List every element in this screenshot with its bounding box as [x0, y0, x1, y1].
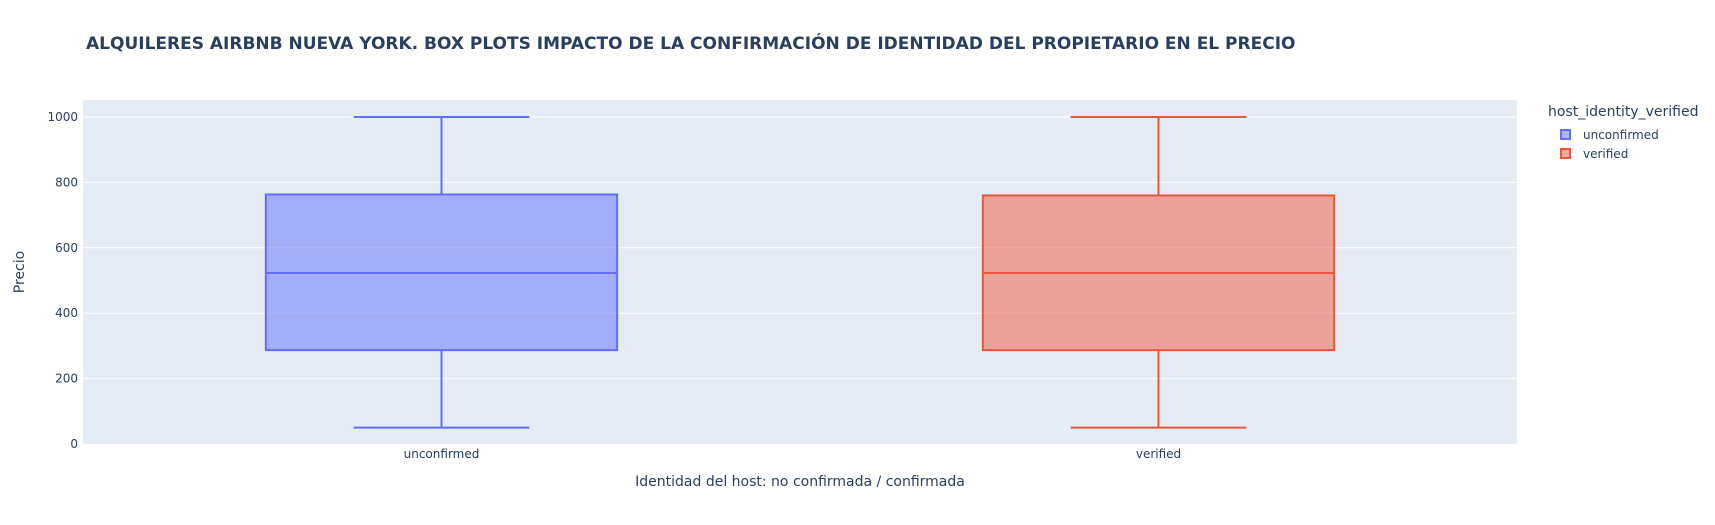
x-axis-title: Identidad del host: no confirmada / conf…	[635, 474, 965, 490]
y-axis-title: Precio	[12, 251, 28, 293]
legend: host_identity_verified unconfirmed verif…	[1548, 104, 1699, 163]
box-unconfirmed	[264, 116, 619, 429]
y-tick-labels: 0 200 400 600 800 1000	[47, 110, 78, 451]
y-tick-label-800: 800	[55, 175, 78, 189]
y-tick-label-200: 200	[55, 372, 78, 386]
box-layer	[264, 116, 1336, 429]
x-tick-label-unconfirmed: unconfirmed	[404, 447, 480, 461]
box-verified	[981, 116, 1336, 429]
legend-swatch-verified	[1560, 148, 1571, 159]
x-tick-labels: unconfirmed verified	[404, 447, 1182, 461]
y-tick-label-0: 0	[70, 437, 78, 451]
legend-label-verified: verified	[1583, 146, 1629, 161]
legend-item-verified[interactable]: verified	[1548, 144, 1699, 163]
y-tick-label-1000: 1000	[47, 110, 78, 124]
y-tick-label-400: 400	[55, 306, 78, 320]
y-tick-label-600: 600	[55, 241, 78, 255]
legend-title: host_identity_verified	[1548, 104, 1699, 120]
x-tick-label-verified: verified	[1136, 447, 1181, 461]
legend-label-unconfirmed: unconfirmed	[1583, 127, 1659, 142]
legend-swatch-unconfirmed	[1560, 129, 1571, 140]
chart-title: ALQUILERES AIRBNB NUEVA YORK. BOX PLOTS …	[86, 34, 1296, 54]
legend-item-unconfirmed[interactable]: unconfirmed	[1548, 125, 1699, 144]
